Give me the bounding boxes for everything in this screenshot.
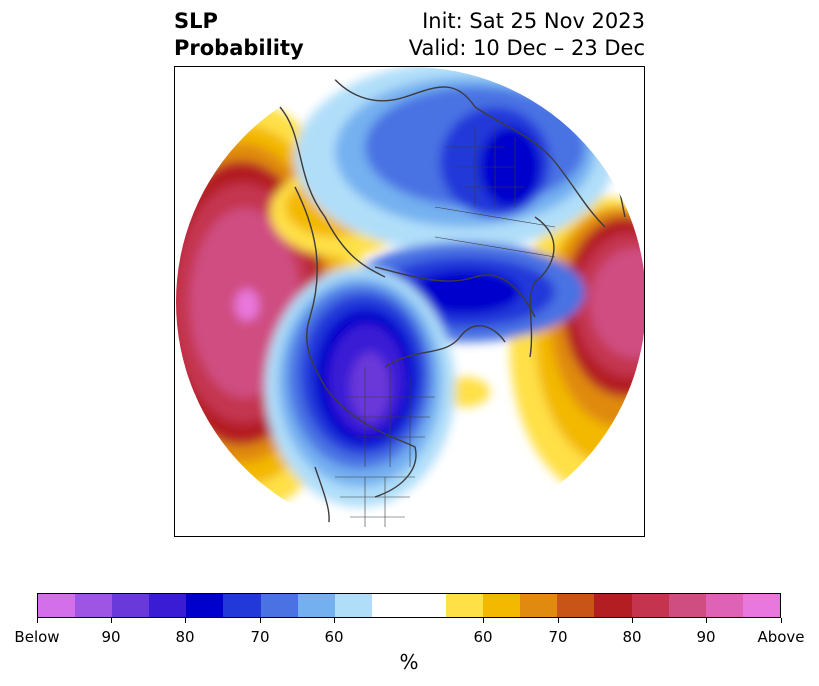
- borders: [335, 127, 556, 527]
- colorbar-tick-mark: [632, 618, 633, 623]
- colorbar-swatch: [446, 594, 484, 617]
- colorbar-swatch: [371, 594, 409, 617]
- colorbar-swatch: [668, 594, 706, 617]
- colorbar-tick-label: Below: [14, 628, 60, 646]
- colorbar-swatch: [38, 594, 76, 617]
- colorbar-tick-mark: [185, 618, 186, 623]
- colorbar-tick-mark: [37, 618, 38, 623]
- colorbar-swatch: [260, 594, 298, 617]
- colorbar-tick-label: 80: [622, 628, 642, 646]
- colorbar-tick-label: 80: [175, 628, 195, 646]
- probability-field: [176, 67, 644, 536]
- colorbar-tick-label: 60: [324, 628, 344, 646]
- colorbar-swatch: [631, 594, 669, 617]
- colorbar-tick-mark: [558, 618, 559, 623]
- polar-map: [174, 66, 645, 537]
- map-dates: Init: Sat 25 Nov 2023 Valid: 10 Dec – 23…: [409, 8, 645, 62]
- colorbar-swatch: [186, 594, 224, 617]
- colorbar-swatch: [408, 594, 447, 617]
- colorbar-swatch: [557, 594, 595, 617]
- pacific-above-core: [235, 289, 259, 321]
- title-product: Probability: [174, 36, 304, 60]
- colorbar-tick-label: 60: [473, 628, 493, 646]
- colorbar-tick-label: 70: [250, 628, 270, 646]
- colorbar-tick-mark: [706, 618, 707, 623]
- init-date: Init: Sat 25 Nov 2023: [422, 9, 645, 33]
- colorbar-swatch: [149, 594, 187, 617]
- colorbar-tick-label: 90: [101, 628, 121, 646]
- colorbar-tick-mark: [781, 618, 782, 623]
- colorbar: [37, 593, 781, 618]
- map-title: SLP Probability: [174, 8, 304, 62]
- valid-dates: Valid: 10 Dec – 23 Dec: [408, 36, 645, 60]
- colorbar-swatch: [297, 594, 335, 617]
- colorbar-swatch: [483, 594, 521, 617]
- colorbar-unit-label: %: [399, 650, 419, 674]
- eurasia-above-band-90: [590, 248, 644, 358]
- colorbar-tick-label: 70: [548, 628, 568, 646]
- colorbar-swatch: [520, 594, 558, 617]
- colorbar-swatch: [742, 594, 780, 617]
- colorbar-tick-label: 90: [696, 628, 716, 646]
- colorbar-tick-mark: [260, 618, 261, 623]
- colorbar-swatch: [594, 594, 632, 617]
- colorbar-tick-mark: [111, 618, 112, 623]
- coastlines: [279, 67, 626, 536]
- colorbar-swatch: [75, 594, 113, 617]
- title-variable: SLP: [174, 9, 218, 33]
- colorbar-tick-mark: [483, 618, 484, 623]
- colorbar-swatch: [112, 594, 150, 617]
- colorbar-swatch: [705, 594, 743, 617]
- namerica-below-core: [350, 352, 390, 422]
- colorbar-tick-label: Above: [757, 628, 805, 646]
- colorbar-tick-mark: [334, 618, 335, 623]
- colorbar-swatch: [334, 594, 372, 617]
- colorbar-swatch: [223, 594, 261, 617]
